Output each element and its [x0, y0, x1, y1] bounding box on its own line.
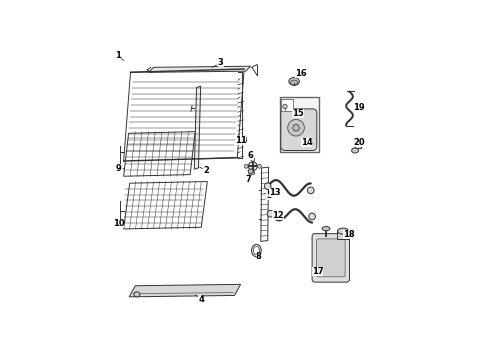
Polygon shape — [242, 136, 246, 143]
Polygon shape — [355, 143, 361, 148]
Circle shape — [265, 183, 271, 190]
Text: 10: 10 — [113, 220, 126, 229]
Polygon shape — [123, 132, 195, 176]
Text: 13: 13 — [269, 188, 280, 197]
FancyBboxPatch shape — [280, 97, 319, 152]
Text: 12: 12 — [272, 211, 284, 220]
Text: 1: 1 — [115, 51, 124, 60]
FancyBboxPatch shape — [337, 230, 349, 239]
Ellipse shape — [251, 244, 261, 257]
Ellipse shape — [291, 80, 297, 85]
Text: 3: 3 — [212, 58, 223, 67]
Polygon shape — [123, 181, 207, 229]
Polygon shape — [123, 69, 244, 161]
Text: 14: 14 — [301, 139, 313, 148]
FancyBboxPatch shape — [317, 239, 345, 277]
Polygon shape — [148, 66, 250, 72]
FancyBboxPatch shape — [281, 109, 317, 150]
Polygon shape — [195, 86, 201, 169]
Circle shape — [283, 104, 287, 109]
Text: 18: 18 — [343, 230, 354, 239]
Circle shape — [293, 125, 299, 131]
Circle shape — [258, 164, 261, 168]
Text: 2: 2 — [200, 166, 210, 175]
Circle shape — [267, 210, 274, 217]
Polygon shape — [129, 284, 241, 297]
Text: 19: 19 — [353, 103, 365, 112]
Ellipse shape — [352, 148, 359, 153]
Text: 11: 11 — [235, 136, 246, 145]
Circle shape — [248, 162, 257, 171]
Ellipse shape — [134, 292, 140, 297]
Text: 17: 17 — [312, 266, 323, 275]
Circle shape — [309, 213, 316, 220]
Circle shape — [244, 164, 248, 168]
Ellipse shape — [322, 226, 330, 231]
Text: 6: 6 — [247, 151, 253, 162]
Circle shape — [288, 120, 304, 136]
Text: 7: 7 — [245, 174, 251, 184]
Text: 9: 9 — [116, 164, 124, 173]
Text: 4: 4 — [196, 295, 204, 304]
Text: 15: 15 — [293, 109, 304, 118]
Ellipse shape — [253, 246, 259, 255]
FancyBboxPatch shape — [312, 234, 349, 282]
Circle shape — [251, 171, 255, 175]
Polygon shape — [261, 167, 269, 242]
Text: 5: 5 — [264, 191, 272, 200]
Ellipse shape — [338, 228, 349, 234]
Polygon shape — [248, 168, 253, 174]
Circle shape — [251, 158, 255, 162]
Text: 16: 16 — [295, 69, 307, 78]
Text: 8: 8 — [256, 252, 262, 261]
Text: 20: 20 — [353, 139, 365, 148]
Circle shape — [307, 187, 314, 194]
FancyBboxPatch shape — [281, 99, 293, 111]
Ellipse shape — [289, 77, 299, 85]
